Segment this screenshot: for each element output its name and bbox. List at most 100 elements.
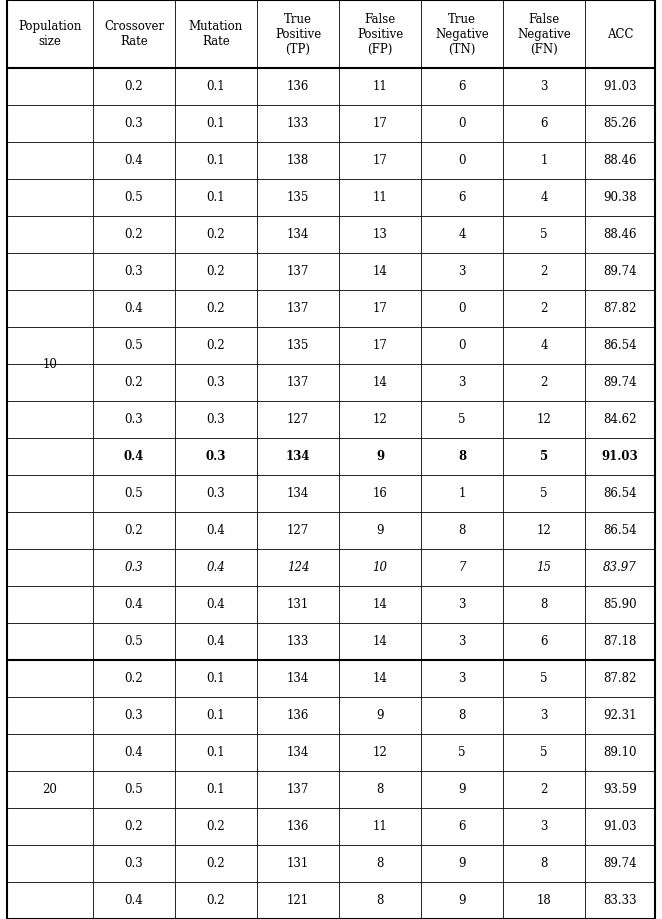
Text: 0: 0 [458,302,466,315]
Text: 0.2: 0.2 [207,302,225,315]
Text: 0.4: 0.4 [207,635,225,648]
Text: 4: 4 [540,339,547,352]
Text: 0.1: 0.1 [207,709,225,721]
Text: 2: 2 [540,302,547,315]
Text: 0.2: 0.2 [207,893,225,906]
Text: 134: 134 [287,487,309,500]
Text: 121: 121 [287,893,309,906]
Text: 8: 8 [376,893,384,906]
Text: 9: 9 [376,450,384,463]
Text: 134: 134 [287,672,309,685]
Text: 0.2: 0.2 [207,820,225,833]
Text: 9: 9 [458,857,466,869]
Text: 8: 8 [376,857,384,869]
Text: 0: 0 [458,154,466,167]
Text: 0.4: 0.4 [124,450,144,463]
Text: 0.4: 0.4 [124,154,144,167]
Text: 16: 16 [373,487,387,500]
Text: 0.3: 0.3 [124,561,144,573]
Text: 135: 135 [287,339,309,352]
Text: 3: 3 [540,820,547,833]
Text: 11: 11 [373,191,387,204]
Text: 10: 10 [373,561,387,573]
Text: 136: 136 [287,820,309,833]
Text: 14: 14 [373,672,387,685]
Text: 138: 138 [287,154,309,167]
Text: 90.38: 90.38 [603,191,637,204]
Text: 0.2: 0.2 [207,857,225,869]
Text: 2: 2 [540,376,547,389]
Text: 0.2: 0.2 [124,228,143,241]
Text: 3: 3 [458,266,466,278]
Text: 3: 3 [540,709,547,721]
Text: Mutation
Rate: Mutation Rate [189,20,243,49]
Text: False
Negative
(FN): False Negative (FN) [517,13,571,56]
Text: 0.4: 0.4 [124,745,144,759]
Text: 14: 14 [373,635,387,648]
Text: 8: 8 [540,598,547,611]
Text: 0.1: 0.1 [207,80,225,94]
Text: 6: 6 [458,820,466,833]
Text: 0.2: 0.2 [207,228,225,241]
Text: 0.3: 0.3 [207,376,225,389]
Text: 5: 5 [540,450,548,463]
Text: 0.3: 0.3 [206,450,226,463]
Text: 85.26: 85.26 [603,118,637,130]
Text: 0.2: 0.2 [124,524,143,537]
Text: True
Negative
(TN): True Negative (TN) [435,13,489,56]
Text: 20: 20 [42,783,58,796]
Text: 91.03: 91.03 [603,80,637,94]
Text: 0.1: 0.1 [207,154,225,167]
Text: 15: 15 [536,561,551,573]
Text: 136: 136 [287,80,309,94]
Text: 5: 5 [458,413,466,426]
Text: True
Positive
(TP): True Positive (TP) [275,13,321,56]
Text: 0.4: 0.4 [207,524,225,537]
Text: 134: 134 [287,228,309,241]
Text: 85.90: 85.90 [603,598,637,611]
Text: 3: 3 [458,598,466,611]
Text: 0.3: 0.3 [124,266,144,278]
Text: 0.5: 0.5 [124,635,144,648]
Text: 1: 1 [540,154,547,167]
Text: 92.31: 92.31 [603,709,637,721]
Text: 89.74: 89.74 [603,376,637,389]
Text: 0.3: 0.3 [124,857,144,869]
Text: 0.2: 0.2 [124,820,143,833]
Text: 6: 6 [458,191,466,204]
Text: 12: 12 [373,413,387,426]
Text: 8: 8 [458,524,465,537]
Text: 131: 131 [287,598,309,611]
Text: 0.1: 0.1 [207,745,225,759]
Text: 133: 133 [287,118,309,130]
Text: 18: 18 [537,893,551,906]
Text: 5: 5 [540,487,547,500]
Text: 4: 4 [540,191,547,204]
Text: 8: 8 [540,857,547,869]
Text: 0.4: 0.4 [124,302,144,315]
Text: 3: 3 [458,376,466,389]
Text: 14: 14 [373,376,387,389]
Text: 9: 9 [458,783,466,796]
Text: 0.1: 0.1 [207,118,225,130]
Text: 88.46: 88.46 [603,228,637,241]
Text: 91.03: 91.03 [603,820,637,833]
Text: 0.2: 0.2 [124,80,143,94]
Text: 137: 137 [287,266,309,278]
Text: 14: 14 [373,266,387,278]
Text: Crossover
Rate: Crossover Rate [104,20,164,49]
Text: 0: 0 [458,118,466,130]
Text: 89.10: 89.10 [603,745,637,759]
Text: 3: 3 [540,80,547,94]
Text: 4: 4 [458,228,466,241]
Text: 127: 127 [287,413,309,426]
Text: 0: 0 [458,339,466,352]
Text: 91.03: 91.03 [602,450,638,463]
Text: 0.1: 0.1 [207,672,225,685]
Text: 5: 5 [458,745,466,759]
Text: 10: 10 [42,357,58,370]
Text: 137: 137 [287,783,309,796]
Text: 14: 14 [373,598,387,611]
Text: 13: 13 [373,228,387,241]
Text: 6: 6 [458,80,466,94]
